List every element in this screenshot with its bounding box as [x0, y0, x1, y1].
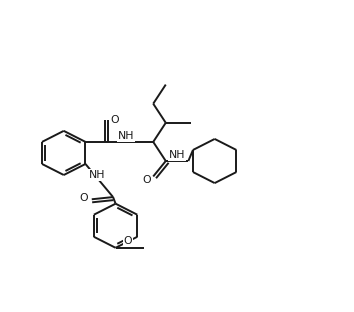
- Text: NH: NH: [169, 150, 185, 160]
- Text: O: O: [142, 174, 150, 184]
- Text: O: O: [110, 115, 119, 125]
- Text: NH: NH: [118, 131, 135, 141]
- Text: O: O: [80, 193, 88, 203]
- Text: NH: NH: [89, 170, 106, 180]
- Text: O: O: [124, 236, 132, 246]
